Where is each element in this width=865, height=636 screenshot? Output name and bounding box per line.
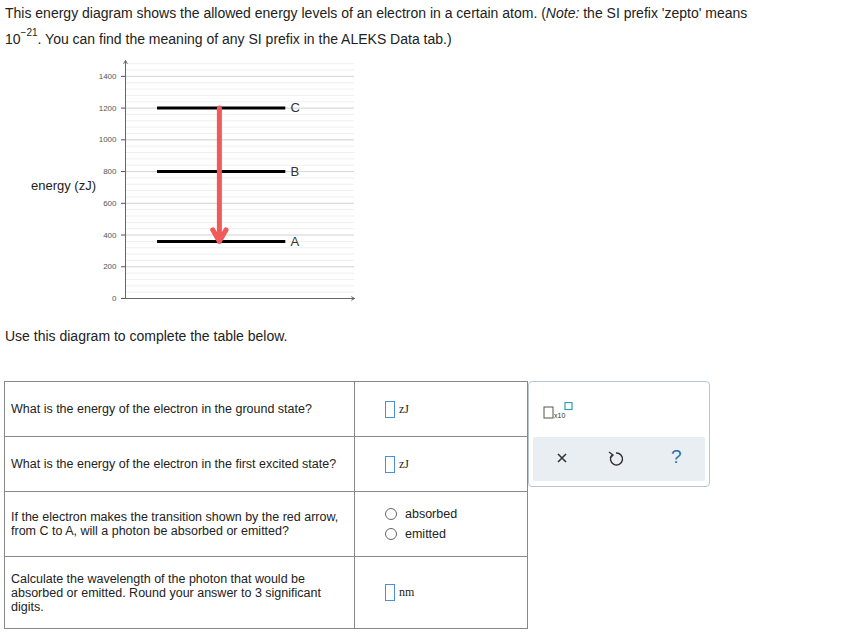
html-text:absorbed: absorbed [405,507,458,521]
html-text:If the electron makes the tran: If the electron makes the transition sho… [11,510,339,538]
svg-text:600: 600 [103,199,117,208]
html-text:energy (zJ): energy (zJ) [31,178,96,193]
svg-text:1200: 1200 [99,104,117,113]
html-text:zJ: zJ [399,456,409,471]
svg-text:A: A [290,234,299,249]
svg-text:1000: 1000 [99,135,117,144]
html-text:This energy diagram shows the: This energy diagram shows the allowed en… [5,5,748,21]
html-text:emitted: emitted [405,527,446,541]
svg-text:B: B [290,164,299,179]
html-text:10−21. You can find the meanin: 10−21. You can find the meaning of any S… [5,27,452,47]
html-text:zJ: zJ [399,401,409,416]
svg-text:400: 400 [103,231,117,240]
html-text:What is the energy of the elec: What is the energy of the electron in th… [11,457,337,471]
html-text:nm: nm [399,585,415,599]
svg-text:1400: 1400 [99,72,117,81]
html-text:What is the energy of the elec: What is the energy of the electron in th… [11,402,312,416]
svg-text:200: 200 [103,262,117,271]
svg-text:x10: x10 [554,412,565,419]
html-text:Use this diagram to complete t: Use this diagram to complete the table b… [5,328,288,344]
svg-text:0: 0 [112,294,117,303]
svg-text:C: C [290,100,299,115]
html-text:Calculate the wavelength of th: Calculate the wavelength of the photon t… [11,571,321,614]
svg-text:800: 800 [103,167,117,176]
